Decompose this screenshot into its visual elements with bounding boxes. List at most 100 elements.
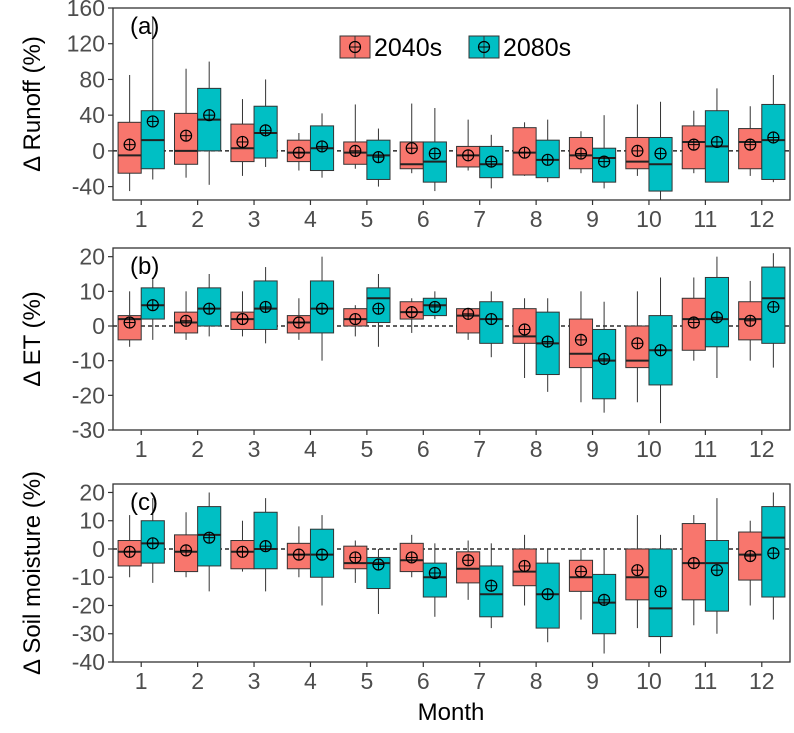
y-axis-label: Δ Runoff (%)	[19, 36, 46, 172]
box-2080s-month-7	[479, 134, 504, 189]
box-2080s-month-5	[366, 274, 391, 347]
x-tick-label: 7	[473, 206, 486, 232]
x-tick-label: 4	[304, 668, 317, 694]
y-tick-label: 0	[92, 138, 105, 164]
box-2040s-month-12	[738, 520, 763, 606]
y-tick-label: 20	[79, 479, 105, 505]
x-tick-label: 10	[636, 206, 662, 232]
y-tick-label: -40	[72, 174, 105, 200]
x-tick-label: 6	[417, 668, 430, 694]
y-tick-label: -10	[72, 348, 105, 374]
x-tick-label: 3	[248, 436, 261, 462]
box-2080s-month-5	[366, 548, 391, 614]
box-2080s-month-7	[479, 291, 504, 358]
box-2080s-month-6	[422, 291, 447, 320]
x-tick-label: 8	[530, 206, 543, 232]
box-2080s-month-7	[479, 543, 504, 629]
x-tick-label: 1	[135, 206, 148, 232]
y-tick-label: 10	[79, 278, 105, 304]
panel-frame	[112, 483, 791, 663]
box-2040s-month-6	[399, 103, 424, 174]
box-2080s-month-9	[592, 548, 617, 654]
y-tick-label: 0	[92, 536, 105, 562]
box-2080s-month-2	[197, 492, 222, 592]
x-tick-label: 1	[135, 668, 148, 694]
box-2080s-month-4	[309, 515, 335, 606]
x-tick-label: 8	[530, 436, 543, 462]
box-2080s-month-8	[535, 119, 560, 183]
box-2040s-month-10	[625, 104, 650, 176]
box-2080s-month-1	[140, 277, 165, 340]
box-2040s-month-12	[738, 280, 763, 361]
x-tick-label: 7	[473, 668, 486, 694]
box-2080s-month-12	[761, 74, 786, 183]
box-2080s-month-10	[648, 277, 673, 424]
y-tick-label: 0	[92, 313, 105, 339]
y-tick-label: -20	[72, 592, 105, 618]
box-2080s-month-2	[197, 61, 222, 185]
x-tick-label: 10	[636, 436, 662, 462]
box-2040s-month-10	[625, 515, 650, 629]
x-axis-label: Month	[418, 699, 485, 726]
x-tick-label: 6	[417, 436, 430, 462]
box-2080s-month-9	[592, 301, 617, 413]
box-2040s-month-1	[117, 74, 142, 192]
x-tick-label: 3	[248, 206, 261, 232]
panel-label: (c)	[130, 489, 158, 516]
panel-frame	[112, 7, 791, 201]
x-tick-label: 9	[586, 206, 599, 232]
legend-item-2040s: 2040s	[339, 34, 442, 62]
y-axis-label: Δ Soil moisture (%)	[19, 471, 46, 675]
x-tick-label: 5	[360, 206, 373, 232]
x-tick-label: 11	[693, 436, 717, 462]
box-2040s-month-4	[286, 298, 311, 340]
box-2040s-month-8	[512, 298, 537, 378]
x-tick-label: 5	[360, 436, 373, 462]
box-2040s-month-3	[230, 520, 255, 572]
box-2080s-month-11	[704, 88, 730, 183]
box-2040s-month-11	[681, 515, 706, 626]
box-2040s-month-2	[173, 68, 199, 178]
x-tick-label: 8	[530, 668, 543, 694]
box-2080s-month-11	[704, 256, 730, 378]
box-2080s-month-8	[535, 548, 560, 643]
box-2080s-month-12	[761, 253, 786, 368]
y-tick-label: 40	[79, 102, 105, 128]
x-tick-label: 9	[586, 436, 599, 462]
x-tick-label: 6	[417, 206, 430, 232]
x-tick-label: 2	[191, 436, 204, 462]
x-tick-label: 3	[248, 668, 261, 694]
box-2080s-month-10	[648, 534, 673, 654]
box-2080s-month-9	[592, 115, 617, 189]
y-tick-label: -30	[72, 621, 105, 647]
box-2080s-month-4	[309, 113, 335, 178]
box-2080s-month-6	[422, 108, 447, 192]
box-2040s-month-5	[343, 540, 368, 583]
box-2040s-month-5	[343, 305, 368, 337]
box-2040s-month-7	[456, 307, 481, 340]
panel-label: (a)	[130, 13, 159, 40]
box-2040s-month-11	[681, 110, 706, 174]
x-tick-label: 5	[360, 668, 373, 694]
y-tick-label: 120	[67, 31, 105, 57]
x-tick-label: 11	[693, 668, 717, 694]
box-2040s-month-9	[568, 131, 594, 174]
x-tick-label: 12	[749, 668, 775, 694]
box-2040s-month-3	[230, 291, 255, 337]
box-2080s-month-8	[535, 298, 560, 392]
box-2080s-month-12	[761, 492, 786, 620]
panel-label: (b)	[130, 253, 159, 280]
box-2080s-month-6	[422, 543, 447, 617]
box-2040s-month-3	[230, 99, 255, 176]
y-tick-label: 10	[79, 508, 105, 534]
box-2040s-month-4	[286, 526, 311, 578]
legend: 2040s 2080s	[339, 34, 571, 62]
box-2080s-month-3	[253, 79, 278, 167]
x-tick-label: 9	[586, 668, 599, 694]
box-2080s-month-3	[253, 498, 278, 592]
